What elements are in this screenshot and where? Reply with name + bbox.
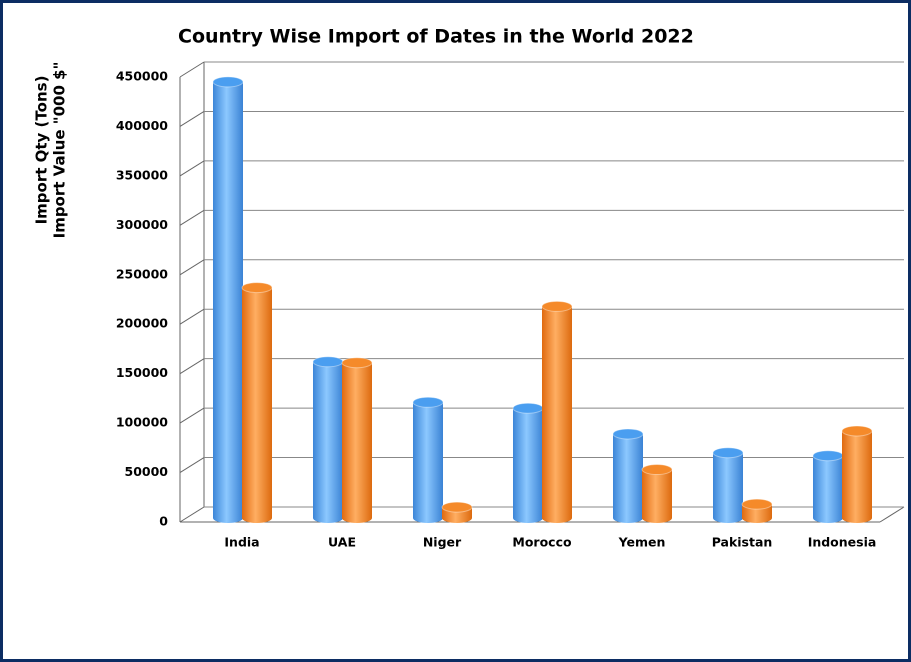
bar-top <box>612 428 644 440</box>
bar-top <box>412 396 444 408</box>
bar-top <box>541 300 573 312</box>
y-axis-label-line: Import Qty (Tons) <box>33 76 51 225</box>
chart-title: Country Wise Import of Dates in the Worl… <box>178 26 694 48</box>
x-tick-label: India <box>224 535 259 550</box>
bar <box>413 402 443 523</box>
y-tick-label: 50000 <box>125 464 169 479</box>
bar-top <box>641 464 673 476</box>
grid-line <box>179 209 205 226</box>
bar-top <box>241 282 273 294</box>
y-tick-label: 150000 <box>116 365 168 380</box>
bar-top <box>712 447 744 459</box>
bar-top <box>741 498 773 510</box>
y-tick-label: 200000 <box>116 316 168 331</box>
y-tick-label: 300000 <box>116 217 168 232</box>
x-tick-label: Pakistan <box>712 535 773 550</box>
bar-top <box>512 402 544 414</box>
bar <box>542 306 572 523</box>
x-tick-label: Niger <box>423 535 462 550</box>
bar <box>342 362 372 523</box>
bar-top <box>212 76 244 88</box>
bar <box>713 452 743 523</box>
grid-line <box>179 407 205 424</box>
y-tick-label: 250000 <box>116 266 168 281</box>
y-tick-label: 0 <box>159 514 168 529</box>
grid-line <box>179 358 205 375</box>
floor-edge <box>879 506 905 523</box>
y-tick-label: 100000 <box>116 415 168 430</box>
y-axis-label-line: Import Value "000 $" <box>51 62 69 239</box>
y-tick-label: 350000 <box>116 167 168 182</box>
bar-top <box>812 450 844 462</box>
y-tick-label: 450000 <box>116 69 168 84</box>
x-tick-label: Morocco <box>512 535 572 550</box>
grid-line <box>179 259 205 276</box>
bar <box>742 504 772 523</box>
x-tick-label: UAE <box>328 535 356 550</box>
grid-line <box>179 111 205 127</box>
x-tick-label: Indonesia <box>808 535 877 550</box>
bar <box>242 287 272 523</box>
bar <box>213 81 243 524</box>
grid-line <box>179 457 205 473</box>
bar-top <box>312 356 344 368</box>
y-tick-label: 400000 <box>116 118 168 133</box>
bar <box>513 408 543 523</box>
y-axis-label: Import Qty (Tons) Import Value "000 $" <box>33 62 69 239</box>
grid-line <box>179 160 205 177</box>
plot-area: 0 50000 100000 150000 200000 250000 300000 3500… <box>116 61 905 550</box>
bar <box>642 469 672 523</box>
grid-line <box>179 308 205 325</box>
bar-top <box>341 357 373 369</box>
bar <box>313 361 343 523</box>
bar <box>613 433 643 523</box>
x-tick-label: Yemen <box>618 535 666 550</box>
bar <box>813 455 843 523</box>
grid-line <box>179 506 205 523</box>
bar-top <box>441 501 473 513</box>
bar-top <box>841 425 873 437</box>
grid-line <box>179 61 205 78</box>
bar <box>842 430 872 523</box>
